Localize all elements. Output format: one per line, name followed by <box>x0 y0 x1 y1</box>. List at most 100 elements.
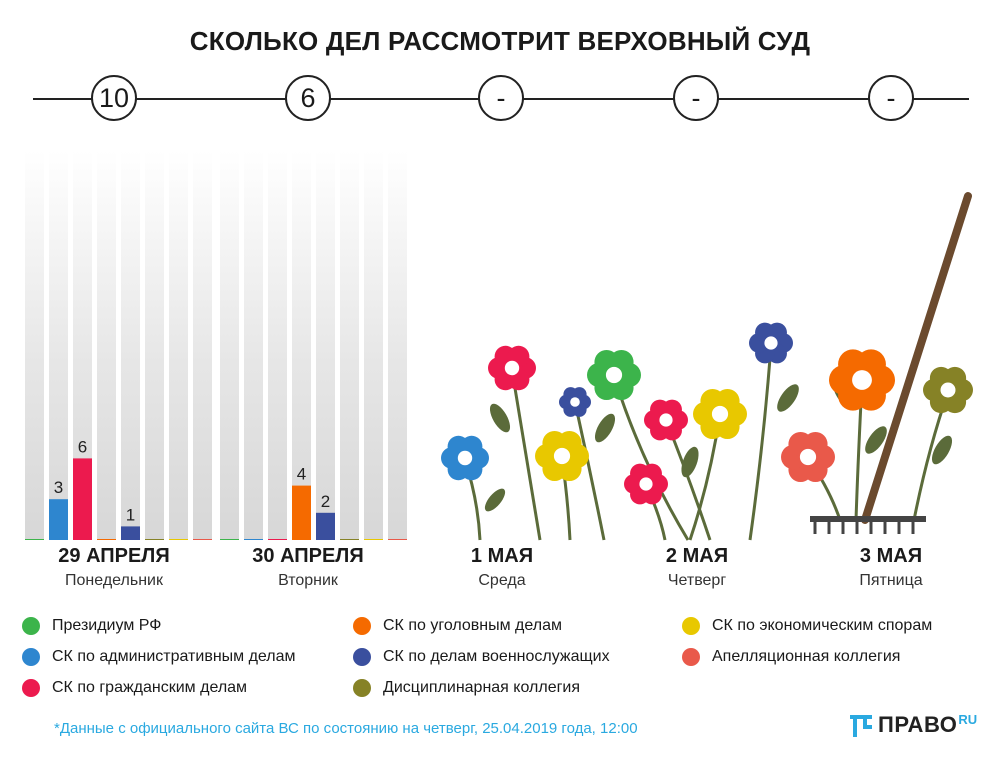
legend-item: Дисциплинарная коллегия <box>353 678 580 698</box>
chart-column-bg <box>97 150 116 540</box>
day-count-circle: - <box>673 75 719 121</box>
chart-baseline-tick <box>193 539 212 540</box>
chart-column-bg <box>388 150 407 540</box>
legend-swatch <box>682 648 700 666</box>
pravo-logo-icon <box>850 715 872 737</box>
legend-swatch <box>22 679 40 697</box>
day-weekday: Понедельник <box>65 572 163 589</box>
chart-baseline-tick <box>145 539 164 540</box>
day-label: 1 МАЯ Среда <box>422 545 582 590</box>
day-label: 3 МАЯ Пятница <box>811 545 971 590</box>
day-label: 29 АПРЕЛЯ Понедельник <box>34 545 194 590</box>
chart-column-bg <box>292 150 311 540</box>
legend-swatch <box>22 617 40 635</box>
pravo-logo: ПРАВО RU <box>850 712 977 738</box>
flower-head <box>644 399 688 441</box>
legend-label: Президиум РФ <box>52 617 162 634</box>
day-count-circle: - <box>478 75 524 121</box>
chart-bar <box>121 526 140 540</box>
footnote: *Данные с официального сайта ВС по состо… <box>54 720 638 737</box>
flower-head <box>624 463 668 505</box>
flower-head <box>535 430 589 482</box>
chart-column-bg <box>364 150 383 540</box>
chart-baseline-tick <box>25 539 44 540</box>
day-label: 2 МАЯ Четверг <box>617 545 777 590</box>
flower-head <box>488 345 536 391</box>
day-weekday: Пятница <box>859 572 923 589</box>
day-date: 29 АПРЕЛЯ <box>58 545 170 567</box>
legend-label: СК по гражданским делам <box>52 679 248 696</box>
chart-column-bg <box>49 150 68 540</box>
day-date: 30 АПРЕЛЯ <box>252 545 364 567</box>
chart-baseline-tick <box>220 539 239 540</box>
day-weekday: Среда <box>478 572 526 589</box>
chart-area: 3 6 1 42 <box>25 150 973 541</box>
day-weekday: Четверг <box>667 572 727 589</box>
day-label: 30 АПРЕЛЯ Вторник <box>228 545 388 590</box>
legend-swatch <box>682 617 700 635</box>
legend-swatch <box>353 617 371 635</box>
chart-data-label: 6 <box>78 437 87 456</box>
day-date: 3 МАЯ <box>859 545 923 567</box>
logo-suffix: RU <box>958 711 978 727</box>
chart-data-label: 4 <box>297 465 306 484</box>
chart-bar <box>292 485 311 540</box>
flower-head <box>441 435 490 481</box>
chart-baseline-tick <box>388 539 407 540</box>
chart-column-bg <box>340 150 359 540</box>
chart-column-bg <box>193 150 212 540</box>
chart-column-bg <box>25 150 44 540</box>
legend-item: Президиум РФ <box>22 616 161 636</box>
chart-baseline-tick <box>364 539 383 540</box>
chart-column-bg <box>169 150 188 540</box>
chart-column-bg <box>73 150 92 540</box>
legend-item: СК по делам военнослужащих <box>353 647 610 667</box>
chart-baseline-tick <box>244 539 263 540</box>
legend-item: СК по гражданским делам <box>22 678 247 698</box>
flowers-illustration <box>441 192 973 541</box>
legend-swatch <box>353 648 371 666</box>
legend-label: Дисциплинарная коллегия <box>383 679 581 696</box>
logo-brand: ПРАВО <box>878 712 958 737</box>
chart-baseline-tick <box>268 539 287 540</box>
day-count-circle: 6 <box>285 75 331 121</box>
flower-head <box>749 322 793 364</box>
chart-title: СКОЛЬКО ДЕЛ РАССМОТРИТ ВЕРХОВНЫЙ СУД <box>189 26 811 56</box>
legend-label: СК по административным делам <box>52 648 296 665</box>
legend-item: СК по экономическим спорам <box>682 616 932 636</box>
chart-data-label: 1 <box>126 505 135 524</box>
chart-column-bg <box>220 150 239 540</box>
chart-column-bg <box>268 150 287 540</box>
flower-head <box>587 349 641 401</box>
chart-bars: 3 6 1 42 <box>49 437 335 540</box>
chart-column-bg <box>316 150 335 540</box>
chart-bar <box>316 512 335 540</box>
day-date: 2 МАЯ <box>665 545 729 567</box>
chart-column-bg <box>145 150 164 540</box>
chart-bar <box>49 499 68 540</box>
legend-item: СК по уголовным делам <box>353 616 562 636</box>
flower-head <box>693 388 747 440</box>
chart-column-bg <box>244 150 263 540</box>
chart-baseline-tick <box>97 539 116 540</box>
flower-head <box>923 366 973 414</box>
flower-head <box>781 431 835 483</box>
chart-columns <box>25 150 407 540</box>
legend-item: Апелляционная коллегия <box>682 647 900 667</box>
chart-column-bg <box>121 150 140 540</box>
legend-label: Апелляционная коллегия <box>712 648 901 665</box>
chart-data-label: 2 <box>321 492 330 511</box>
legend-label: СК по экономическим спорам <box>712 617 933 634</box>
day-weekday: Вторник <box>278 572 338 589</box>
day-count-circle: - <box>868 75 914 121</box>
chart-baseline-tick <box>340 539 359 540</box>
legend-swatch <box>353 679 371 697</box>
chart-data-label: 3 <box>54 478 63 497</box>
legend-label: СК по делам военнослужащих <box>383 648 610 665</box>
flower-head <box>559 387 591 417</box>
chart-baseline-tick <box>169 539 188 540</box>
chart-bar <box>73 458 92 540</box>
legend-swatch <box>22 648 40 666</box>
legend-label: СК по уголовным делам <box>383 617 562 634</box>
flower-head <box>829 349 896 411</box>
